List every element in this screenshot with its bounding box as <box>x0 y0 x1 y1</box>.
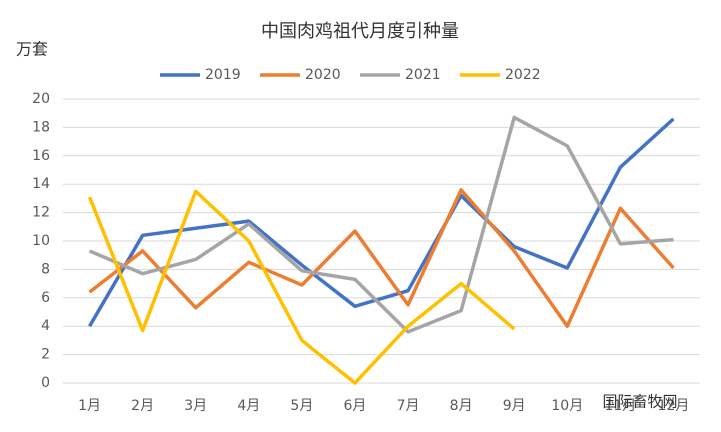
x-tick-label: 9月 <box>503 398 526 414</box>
y-tick-label: 12 <box>32 205 50 221</box>
x-tick-label: 2月 <box>131 398 154 414</box>
y-tick-label: 6 <box>41 290 50 306</box>
x-tick-label: 5月 <box>290 398 313 414</box>
y-tick-label: 4 <box>41 318 50 334</box>
y-tick-label: 0 <box>41 375 50 391</box>
y-tick-label: 14 <box>32 176 50 192</box>
x-tick-label: 10月 <box>551 398 583 414</box>
y-tick-label: 18 <box>32 119 50 135</box>
legend-label: 2022 <box>505 67 541 83</box>
y-axis-label: 万套 <box>16 40 48 59</box>
x-tick-label: 6月 <box>343 398 366 414</box>
line-series <box>88 115 674 334</box>
x-tick-label: 3月 <box>184 398 207 414</box>
x-tick-label: 4月 <box>237 398 260 414</box>
x-tick-label: 1月 <box>78 398 101 414</box>
y-tick-label: 8 <box>41 261 50 277</box>
legend-label: 2020 <box>305 67 341 83</box>
legend-label: 2021 <box>405 67 441 83</box>
line-series <box>88 117 675 328</box>
chart-title: 中国肉鸡祖代月度引种量 <box>261 21 459 42</box>
y-tick-label: 16 <box>32 148 50 164</box>
x-tick-label: 11月 <box>604 398 636 414</box>
line-series <box>88 188 675 328</box>
x-tick-label: 12月 <box>658 398 690 414</box>
y-tick-label: 10 <box>32 233 50 249</box>
line-series <box>87 189 516 385</box>
y-tick-label: 20 <box>32 91 50 107</box>
x-tick-label: 8月 <box>450 398 473 414</box>
x-tick-label: 7月 <box>397 398 420 414</box>
watermark: 国际畜牧网 <box>602 393 677 411</box>
legend-label: 2019 <box>205 67 241 83</box>
y-tick-label: 2 <box>41 347 50 363</box>
